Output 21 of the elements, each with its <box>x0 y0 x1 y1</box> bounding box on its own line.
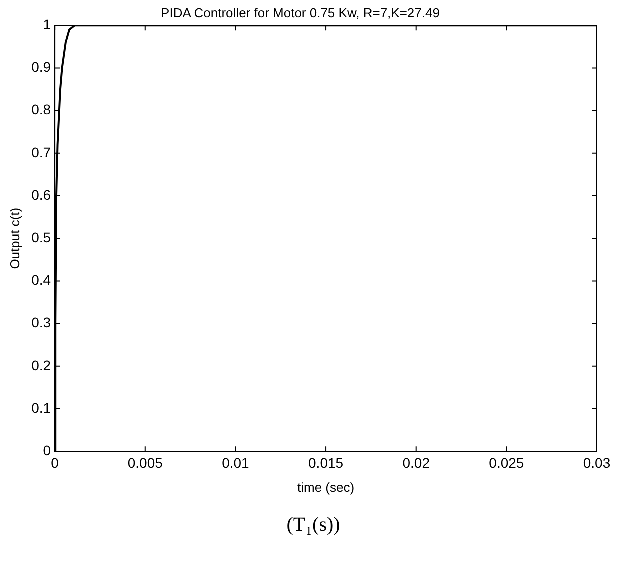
chart-title: PIDA Controller for Motor 0.75 Kw, R=7,K=27.49 <box>161 5 440 20</box>
y-tick-label: 0.1 <box>32 400 52 416</box>
x-tick-label: 0.01 <box>222 454 250 471</box>
y-tick-label: 0.3 <box>32 314 52 331</box>
y-axis-title: Output c(t) <box>7 208 22 270</box>
y-tick-label: 0 <box>43 442 52 458</box>
y-tick-label: 0.2 <box>32 357 52 374</box>
y-tick-label: 0.6 <box>32 186 52 203</box>
y-tick-label: 1 <box>43 16 52 32</box>
y-tick-label: 0.7 <box>32 144 52 160</box>
y-tick-label: 0.5 <box>32 229 52 246</box>
y-tick-label: 0.9 <box>32 59 52 76</box>
x-tick-label: 0.025 <box>489 454 524 471</box>
text: (T₁(s)) <box>286 514 342 537</box>
y-tick-label: 0.8 <box>32 102 52 118</box>
x-tick-label: 0.005 <box>128 454 164 471</box>
x-tick-label: 0.03 <box>583 454 611 471</box>
x-tick-label: 0.02 <box>402 454 430 471</box>
y-tick-label: 0.4 <box>32 272 52 288</box>
x-tick-label: 0.015 <box>308 454 344 471</box>
x-axis-title: time (sec) <box>298 480 355 495</box>
